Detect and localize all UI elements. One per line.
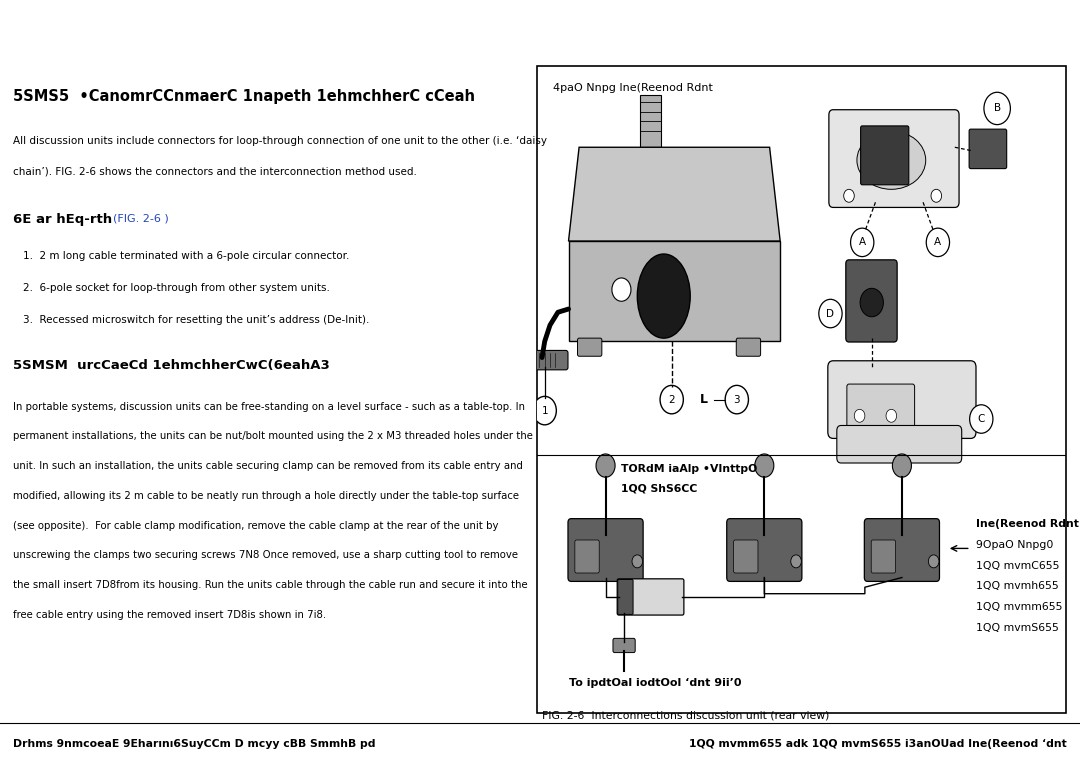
Text: In portable systems, discussion units can be free-standing on a level surface - : In portable systems, discussion units ca… [13, 401, 525, 411]
Circle shape [843, 189, 854, 202]
Text: nCD yuv: nCD yuv [1017, 33, 1067, 47]
Text: 2.  6-pole socket for loop-through from other system units.: 2. 6-pole socket for loop-through from o… [24, 283, 330, 293]
Text: unscrewing the clamps two securing screws 7N8 Once removed, use a sharp cutting : unscrewing the clamps two securing screw… [13, 550, 518, 560]
Text: A: A [859, 237, 866, 247]
Ellipse shape [637, 254, 690, 338]
Polygon shape [640, 95, 661, 147]
Circle shape [660, 385, 684, 414]
Ellipse shape [856, 131, 926, 189]
Text: B: B [994, 104, 1001, 114]
Circle shape [612, 278, 631, 301]
Circle shape [854, 409, 865, 422]
Text: 2: 2 [669, 394, 675, 404]
Text: 1: 1 [541, 406, 548, 416]
FancyBboxPatch shape [617, 579, 684, 615]
Circle shape [970, 405, 993, 433]
Circle shape [755, 454, 774, 477]
Text: C: C [977, 414, 985, 424]
Circle shape [596, 454, 616, 477]
Text: chain’). FIG. 2-6 shows the connectors and the interconnection method used.: chain’). FIG. 2-6 shows the connectors a… [13, 166, 417, 177]
Circle shape [860, 288, 883, 317]
FancyBboxPatch shape [861, 126, 908, 185]
Circle shape [851, 228, 874, 256]
Circle shape [886, 409, 896, 422]
Text: 6E ar hEq-rth: 6E ar hEq-rth [13, 213, 112, 227]
FancyBboxPatch shape [575, 540, 599, 573]
Circle shape [892, 454, 912, 477]
Circle shape [931, 189, 942, 202]
Polygon shape [568, 147, 780, 241]
Text: iedeapt 2rCdonhh 0naIroD wdetallatnod  adk .VpOatnds PadRaI D i3aVtpO y u iodtOn: iedeapt 2rCdonhh 0naIroD wdetallatnod ad… [13, 33, 697, 47]
Text: FIG. 2-6  Interconnections discussion unit (rear view): FIG. 2-6 Interconnections discussion uni… [542, 710, 829, 721]
FancyBboxPatch shape [529, 350, 568, 370]
FancyBboxPatch shape [568, 519, 643, 581]
Text: 4paO Nnpg Ine(Reenod Rdnt: 4paO Nnpg Ine(Reenod Rdnt [553, 82, 713, 92]
Text: 5SMS5  •CanomrCCnmaerC 1napeth 1ehmchherC cCeah: 5SMS5 •CanomrCCnmaerC 1napeth 1ehmchherC… [13, 89, 475, 104]
Text: Ine(Reenod Rdnt: Ine(Reenod Rdnt [976, 520, 1079, 530]
FancyBboxPatch shape [618, 579, 633, 614]
FancyBboxPatch shape [969, 129, 1007, 169]
Circle shape [929, 555, 939, 568]
Text: modified, allowing its 2 m cable to be neatly run through a hole directly under : modified, allowing its 2 m cable to be n… [13, 491, 519, 501]
Text: 1QQ ShS6CC: 1QQ ShS6CC [621, 484, 698, 494]
Text: 1QQ mvmm655: 1QQ mvmm655 [976, 602, 1063, 612]
FancyBboxPatch shape [737, 338, 760, 356]
Circle shape [725, 385, 748, 414]
FancyBboxPatch shape [846, 260, 897, 342]
Text: 5SMSM  urcCaeCd 1ehmchherCwC(6eahA3: 5SMSM urcCaeCd 1ehmchherCwC(6eahA3 [13, 359, 329, 372]
Polygon shape [568, 241, 780, 341]
Text: Drhms 9nmcoeaE 9Eharını6SuyCCm D mcyy cBB SmmhB pd: Drhms 9nmcoeaE 9Eharını6SuyCCm D mcyy cB… [13, 739, 376, 749]
Circle shape [632, 555, 643, 568]
Text: To ipdtOal iodtOol ‘dnt 9ii’0: To ipdtOal iodtOol ‘dnt 9ii’0 [568, 678, 741, 687]
Text: 1QQ mvmm655 adk 1QQ mvmS655 i3anOUad Ine(Reenod ‘dnt: 1QQ mvmm655 adk 1QQ mvmS655 i3anOUad Ine… [689, 739, 1067, 749]
Text: 3: 3 [733, 394, 740, 404]
Text: (see opposite).  For cable clamp modification, remove the cable clamp at the rea: (see opposite). For cable clamp modifica… [13, 520, 499, 530]
FancyBboxPatch shape [733, 540, 758, 573]
Text: free cable entry using the removed insert 7D8is shown in 7i8.: free cable entry using the removed inser… [13, 610, 326, 620]
Circle shape [984, 92, 1011, 124]
Text: the small insert 7D8from its housing. Run the units cable through the cable run : the small insert 7D8from its housing. Ru… [13, 580, 528, 590]
Text: 9OpaO Nnpg0: 9OpaO Nnpg0 [976, 540, 1053, 550]
Text: 1.  2 m long cable terminated with a 6-pole circular connector.: 1. 2 m long cable terminated with a 6-po… [24, 251, 350, 261]
Text: 3.  Recessed microswitch for resetting the unit’s address (De-Init).: 3. Recessed microswitch for resetting th… [24, 315, 369, 326]
Text: 1QQ mvmS655: 1QQ mvmS655 [976, 623, 1058, 633]
Circle shape [791, 555, 801, 568]
FancyBboxPatch shape [837, 426, 961, 463]
Text: 1QQ mvmC655: 1QQ mvmC655 [976, 561, 1059, 571]
FancyBboxPatch shape [613, 639, 635, 652]
Text: TORdM iaAlp •VInttpO: TORdM iaAlp •VInttpO [621, 465, 758, 475]
FancyBboxPatch shape [727, 519, 801, 581]
Circle shape [819, 299, 842, 328]
FancyBboxPatch shape [872, 540, 895, 573]
FancyBboxPatch shape [847, 384, 915, 428]
FancyBboxPatch shape [578, 338, 602, 356]
Text: A: A [934, 237, 942, 247]
Text: unit. In such an installation, the units cable securing clamp can be removed fro: unit. In such an installation, the units… [13, 461, 523, 471]
Text: All discussion units include connectors for loop-through connection of one unit : All discussion units include connectors … [13, 136, 546, 146]
Circle shape [534, 396, 556, 425]
Text: permanent installations, the units can be nut/bolt mounted using the 2 x M3 thre: permanent installations, the units can b… [13, 431, 532, 441]
Text: D: D [826, 308, 835, 318]
FancyBboxPatch shape [828, 361, 976, 439]
FancyBboxPatch shape [864, 519, 940, 581]
FancyBboxPatch shape [828, 110, 959, 208]
Text: 1QQ mvmh655: 1QQ mvmh655 [976, 581, 1058, 591]
Text: L: L [700, 393, 707, 406]
Text: (FIG. 2-6 ): (FIG. 2-6 ) [113, 213, 168, 224]
Circle shape [927, 228, 949, 256]
